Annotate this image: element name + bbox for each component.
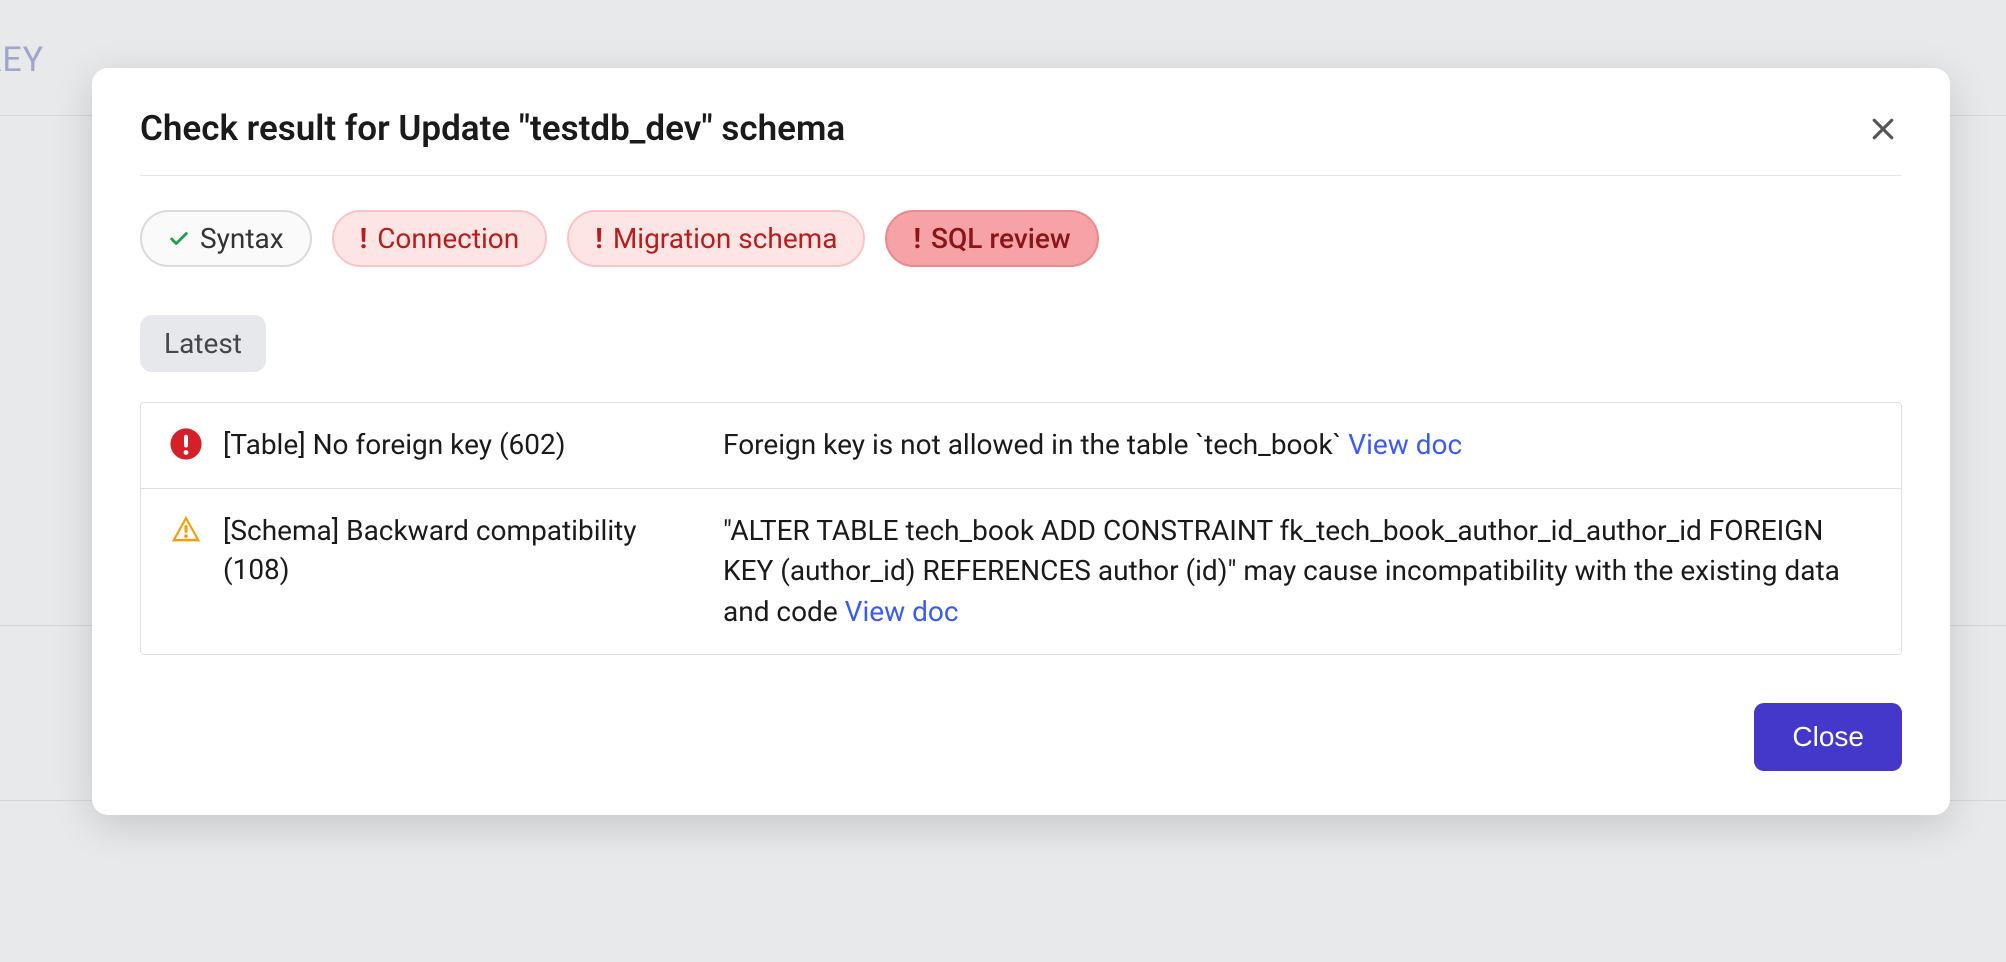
issue-description-text: Foreign key is not allowed in the table … [723,428,1348,461]
tab-label: Connection [377,222,519,255]
warning-icon [169,513,203,547]
tab-label: Syntax [200,222,284,255]
exclamation-icon: ! [595,222,603,255]
tab-label: SQL review [931,222,1071,255]
close-icon[interactable] [1864,110,1902,148]
issue-row: [Schema] Backward compatibility (108) "A… [141,489,1901,655]
tab-label: Migration schema [613,222,838,255]
error-icon [169,427,203,461]
tab-syntax[interactable]: Syntax [140,210,312,267]
issue-description: Foreign key is not allowed in the table … [723,425,1873,466]
exclamation-icon: ! [913,222,921,255]
modal-title: Check result for Update "testdb_dev" sch… [140,108,845,149]
modal-header: Check result for Update "testdb_dev" sch… [140,108,1902,176]
modal-footer: Close [140,703,1902,771]
check-tabs: Syntax ! Connection ! Migration schema !… [140,210,1902,267]
tab-connection[interactable]: ! Connection [332,210,548,267]
view-doc-link[interactable]: View doc [845,595,959,628]
tab-migration-schema[interactable]: ! Migration schema [567,210,865,267]
check-icon [168,228,190,250]
close-button[interactable]: Close [1754,703,1902,771]
exclamation-icon: ! [360,222,368,255]
tab-sql-review[interactable]: ! SQL review [885,210,1098,267]
background-code-fragment: KEY [0,40,44,80]
latest-chip[interactable]: Latest [140,315,266,372]
check-result-modal: Check result for Update "testdb_dev" sch… [92,68,1950,815]
issue-title: [Table] No foreign key (602) [223,425,703,464]
issue-title: [Schema] Backward compatibility (108) [223,511,703,589]
issues-table: [Table] No foreign key (602) Foreign key… [140,402,1902,655]
view-doc-link[interactable]: View doc [1348,428,1462,461]
issue-description: "ALTER TABLE tech_book ADD CONSTRAINT fk… [723,511,1873,633]
issue-row: [Table] No foreign key (602) Foreign key… [141,403,1901,489]
